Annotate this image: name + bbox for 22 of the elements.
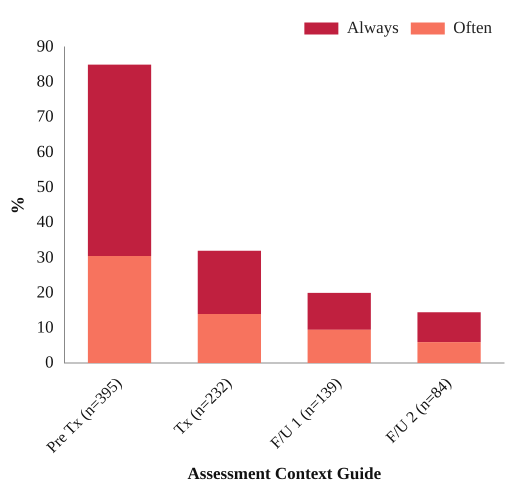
bar — [198, 250, 262, 314]
y-tick-label: 90 — [36, 36, 54, 56]
bar — [417, 312, 481, 342]
bar — [308, 292, 371, 330]
bar — [88, 256, 152, 364]
y-axis-title: % — [7, 196, 28, 214]
y-tick-label: 10 — [36, 318, 54, 337]
legend-label: Always — [346, 18, 399, 37]
bar — [88, 64, 152, 256]
y-tick-label: 50 — [36, 176, 54, 196]
bar — [308, 330, 371, 364]
y-tick-label: 30 — [36, 247, 54, 266]
y-tick-label: 0 — [45, 352, 54, 372]
y-tick-label: 40 — [36, 212, 54, 232]
y-tick-label: 60 — [36, 142, 54, 161]
y-tick-label: 70 — [36, 106, 54, 126]
y-tick-label: 20 — [36, 282, 54, 302]
bar — [198, 314, 262, 364]
bar — [417, 342, 481, 364]
y-tick-label: 80 — [36, 72, 54, 91]
x-axis-title: Assessment Context Guide — [187, 464, 382, 484]
legend-label: Often — [453, 18, 492, 37]
